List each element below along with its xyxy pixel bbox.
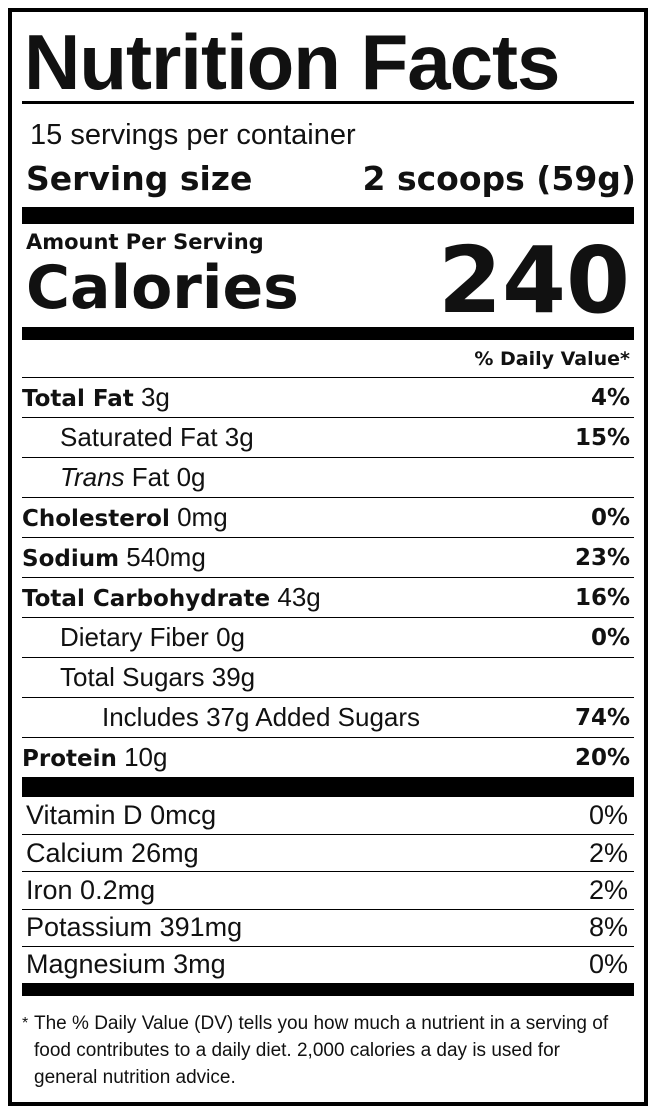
nutrient-amount: 540mg <box>126 542 206 572</box>
calories-label: Calories <box>26 253 299 323</box>
vitamin-label: Magnesium 3mg <box>26 949 226 980</box>
vitamin-label: Potassium 391mg <box>26 912 242 943</box>
serving-size-label: Serving size <box>26 159 253 198</box>
vitamin-name: Potassium <box>26 912 153 943</box>
dv-header: % Daily Value* <box>474 348 630 370</box>
thick-rule <box>22 207 634 224</box>
nutrient-name: Saturated Fat <box>60 422 218 452</box>
nutrient-name: Dietary Fiber <box>60 622 209 652</box>
vitamin-amount: 3mg <box>173 949 226 980</box>
nutrient-name-italic: Trans <box>60 462 125 492</box>
nutrient-row: Cholesterol 0mg 0% <box>22 497 634 537</box>
nutrient-dv: 23% <box>574 544 630 571</box>
nutrient-amount: 0g <box>176 462 206 492</box>
nutrient-name: Fat <box>131 462 170 492</box>
nutrient-amount: 0g <box>216 622 245 652</box>
nutrient-name: Cholesterol <box>22 506 170 532</box>
vitamin-label: Iron 0.2mg <box>26 875 155 906</box>
vitamin-dv: 2% <box>588 874 628 905</box>
servings: 15 servings per container <box>30 119 356 151</box>
serving-size-value: 2 scoops (59g) <box>362 159 636 198</box>
vitamin-name: Calcium <box>26 837 124 868</box>
vitamin-amount: 0mcg <box>150 800 217 831</box>
nutrient-row: Dietary Fiber 0g 0% <box>22 617 634 657</box>
nutrient-name: Total Carbohydrate <box>22 586 271 612</box>
vitamin-name: Vitamin D <box>26 800 143 831</box>
vitamins: Vitamin D 0mcg 0% Calcium 26mg 2% Iron 0.2mg… <box>22 797 634 983</box>
nutrient-amount: 10g <box>124 742 168 772</box>
rule <box>22 101 634 104</box>
nutrient-dv: 16% <box>574 584 630 611</box>
nutrient-amount: 0mg <box>177 502 228 532</box>
vitamin-row: Vitamin D 0mcg 0% <box>22 797 634 834</box>
vitamin-row: Iron 0.2mg 2% <box>22 871 634 908</box>
nutrient-name: Total Fat <box>22 386 134 412</box>
vitamin-dv: 2% <box>588 837 628 868</box>
nutrient-amount: 3g <box>224 422 254 452</box>
thick-rule <box>22 777 634 797</box>
vitamin-dv: 0% <box>588 800 628 831</box>
vitamin-amount: 26mg <box>131 837 199 868</box>
footnote: * The % Daily Value (DV) tells you how m… <box>22 1010 612 1091</box>
nutrient-amount: 39g <box>211 662 256 692</box>
title: Nutrition Facts <box>24 18 560 106</box>
nutrient-row: Total Fat 3g 4% <box>22 377 634 417</box>
vitamin-label: Calcium 26mg <box>26 838 199 869</box>
medium-rule <box>22 983 634 996</box>
nutrient-row: Protein 10g 20% <box>22 737 634 777</box>
nutrient-name: Protein <box>22 746 117 772</box>
nutrient-dv: 20% <box>574 744 630 771</box>
nutrient-name: Sodium <box>22 546 120 572</box>
vitamin-amount: 391mg <box>159 912 243 943</box>
vitamin-row: Magnesium 3mg 0% <box>22 945 634 983</box>
nutrient-row: Includes 37g Added Sugars 74% <box>22 697 634 737</box>
vitamin-label: Vitamin D 0mcg <box>26 800 216 831</box>
vitamin-name: Magnesium <box>26 949 166 980</box>
vitamin-dv: 8% <box>588 912 628 943</box>
vitamin-row: Potassium 391mg 8% <box>22 908 634 946</box>
amount-per-serving: Amount Per Serving <box>26 230 264 254</box>
nutrient-row: Sodium 540mg 23% <box>22 537 634 577</box>
nutrient-row: Total Carbohydrate 43g 16% <box>22 577 634 617</box>
nutrient-amount: 43g <box>277 582 321 612</box>
vitamin-name: Iron <box>26 874 73 905</box>
nutrient-dv: 74% <box>574 704 630 731</box>
nutrient-name: Total Sugars <box>60 662 205 692</box>
nutrient-row: Total Sugars 39g <box>22 657 634 697</box>
vitamin-dv: 0% <box>588 949 628 980</box>
nutrient-dv: 0% <box>590 504 630 531</box>
nutrient-row: Saturated Fat 3g 15% <box>22 417 634 457</box>
vitamin-row: Calcium 26mg 2% <box>22 834 634 871</box>
serving-size: Serving size 2 scoops (59g) <box>26 156 636 202</box>
nutrients: Total Fat 3g 4% Saturated Fat 3g 15% Trans… <box>22 377 634 777</box>
medium-rule <box>22 327 634 340</box>
nutrient-amount: 3g <box>140 382 170 412</box>
nutrient-row: Trans Fat 0g <box>22 457 634 497</box>
label-border <box>8 8 648 1106</box>
footnote-text: The % Daily Value (DV) tells you how muc… <box>34 1013 609 1088</box>
vitamin-amount: 0.2mg <box>80 874 156 905</box>
nutrient-dv: 0% <box>590 624 630 651</box>
footnote-marker: * <box>22 1015 29 1032</box>
calories-value: 240 <box>437 227 630 334</box>
nutrient-dv: 4% <box>590 384 630 411</box>
nutrient-dv: 15% <box>574 424 630 451</box>
nutrient-name: Includes 37g Added Sugars <box>102 702 421 732</box>
